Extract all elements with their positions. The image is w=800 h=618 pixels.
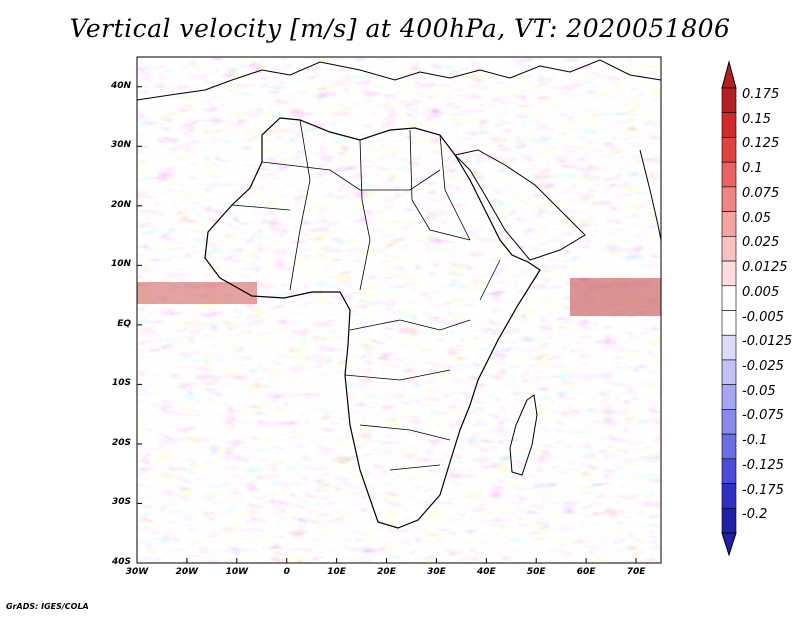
- colorbar-label: -0.2: [742, 507, 768, 523]
- itcz-band-indian: [570, 278, 661, 316]
- colorbar-label: 0.125: [742, 136, 780, 152]
- colorbar-label: 0.175: [742, 87, 780, 102]
- colorbar-label: 0.075: [742, 185, 780, 201]
- lat-label: 40N: [110, 80, 131, 91]
- map-title: Vertical velocity [m/s] at 400hPa, VT: 2…: [69, 14, 731, 43]
- colorbar-label: 0.1: [742, 161, 763, 177]
- colorbar-swatch: [721, 310, 737, 336]
- colorbar-swatch: [721, 384, 737, 410]
- colorbar-label: -0.1: [742, 433, 768, 449]
- country-borders: [231, 119, 501, 471]
- colorbar-label: -0.075: [742, 408, 784, 424]
- lat-label: 20S: [111, 437, 131, 448]
- europe-coastline: [137, 59, 661, 101]
- lon-label: 10W: [225, 567, 249, 577]
- arabian-peninsula-outline: [453, 149, 586, 261]
- lat-label: 10S: [111, 378, 131, 389]
- india-coastline: [639, 149, 661, 241]
- colorbar-swatch: [721, 87, 737, 114]
- colorbar-swatch: [721, 409, 737, 435]
- colorbar-max-arrow: [721, 60, 737, 89]
- colorbar-label: 0.0125: [742, 260, 788, 276]
- lat-label: EQ: [117, 318, 131, 329]
- lat-label: 30S: [111, 497, 131, 508]
- lon-label: 20W: [175, 567, 199, 577]
- colorbar-label: -0.175: [742, 482, 784, 498]
- grads-credit: GrADS: IGES/COLA: [6, 602, 89, 611]
- lon-label: 30E: [427, 567, 446, 577]
- lat-label: 20N: [110, 199, 131, 210]
- itcz-band-atlantic: [137, 282, 257, 304]
- lon-label: 0: [283, 567, 290, 577]
- colorbar-swatch: [721, 112, 737, 138]
- colorbar-label: 0.15: [742, 111, 771, 127]
- lon-label: 30W: [125, 567, 149, 577]
- madagascar-outline: [509, 394, 538, 476]
- colorbar-swatch: [721, 334, 737, 361]
- colorbar-swatch: [721, 186, 737, 212]
- colorbar-label: -0.125: [742, 457, 784, 473]
- colorbar-swatch: [721, 507, 737, 534]
- colorbar-label: -0.005: [742, 309, 784, 325]
- lon-label: 40E: [476, 567, 496, 577]
- colorbar-swatch: [721, 161, 737, 188]
- map-frame: [136, 56, 662, 564]
- colorbar-swatch: [721, 260, 737, 287]
- colorbar-swatch: [721, 285, 737, 311]
- colorbar-swatch: [721, 137, 737, 163]
- colorbar-swatch: [721, 236, 737, 262]
- lon-label: 10E: [327, 567, 346, 577]
- colorbar-swatch: [721, 483, 737, 509]
- lon-label: 70E: [626, 567, 646, 577]
- lat-label: 10N: [110, 259, 131, 270]
- colorbar-label: 0.025: [742, 235, 780, 251]
- colorbar-label: -0.025: [742, 358, 784, 374]
- colorbar-label: 0.05: [742, 210, 771, 226]
- lon-label: 20E: [377, 567, 396, 577]
- lat-label: 40S: [111, 557, 131, 567]
- colorbar-swatch: [721, 433, 737, 460]
- colorbar-swatch: [721, 211, 737, 237]
- colorbar-swatch: [721, 458, 737, 484]
- colorbar-label: -0.05: [742, 383, 776, 399]
- colorbar-min-arrow: [721, 532, 737, 557]
- colorbar-swatch: [721, 359, 737, 385]
- colorbar-label: -0.0125: [742, 334, 793, 350]
- colorbar-label: 0.005: [742, 284, 780, 300]
- colorbar: [721, 60, 737, 557]
- africa-coastline: [204, 117, 541, 529]
- lon-label: 50E: [526, 567, 546, 577]
- lat-label: 30N: [110, 140, 131, 151]
- lon-label: 60E: [576, 567, 596, 577]
